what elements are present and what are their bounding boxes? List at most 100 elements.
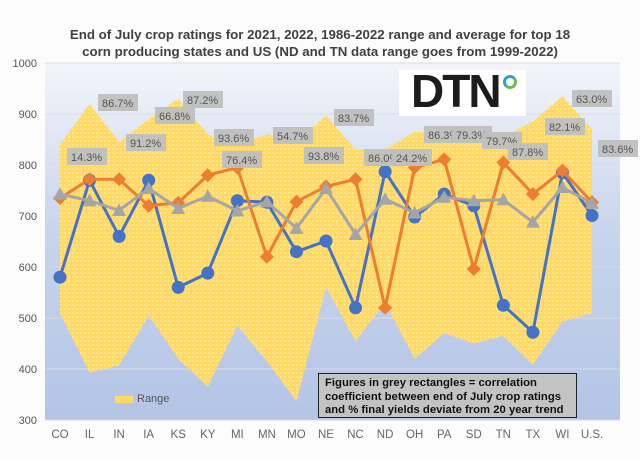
x-tick-label: PA	[437, 429, 452, 441]
dtn-logo-text: DTN	[411, 65, 502, 117]
data-point-circle	[496, 298, 510, 312]
data-point-circle	[171, 280, 185, 294]
correlation-label: 91.2%	[126, 134, 166, 151]
correlation-label: 93.8%	[304, 147, 344, 164]
x-tick-label: MO	[287, 429, 306, 441]
data-point-triangle	[230, 203, 245, 217]
correlation-label-text: 93.8%	[308, 151, 339, 163]
correlation-label: 87.8%	[508, 143, 548, 160]
x-tick-label: CO	[51, 429, 68, 441]
y-tick-label: 600	[19, 262, 37, 274]
legend: Range	[115, 393, 169, 405]
chart-title-line-1: End of July crop ratings for 2021, 2022,…	[69, 27, 571, 42]
correlation-label-box	[222, 151, 262, 168]
correlation-label-text: 93.6%	[218, 133, 249, 145]
data-point-triangle	[555, 180, 570, 194]
data-point-triangle	[319, 181, 333, 195]
correlation-label-box	[545, 118, 585, 135]
correlation-label-box	[392, 149, 432, 166]
data-point-triangle	[289, 221, 304, 234]
correlation-label-box	[273, 127, 313, 144]
data-point-diamond	[289, 194, 304, 209]
x-tick-label: SD	[466, 429, 482, 441]
correlation-label-box	[572, 90, 612, 107]
range-area	[60, 96, 592, 402]
correlation-label-box	[183, 91, 223, 108]
data-point-diamond	[259, 249, 274, 264]
legend-label-range: Range	[137, 393, 170, 405]
data-point-diamond	[496, 155, 511, 170]
x-tick-label: ND	[377, 429, 394, 441]
data-point-triangle	[378, 192, 393, 205]
correlation-label-text: 86.0%	[368, 153, 399, 165]
data-point-diamond	[82, 172, 97, 187]
y-axis: 300 400 500 600 700 800 900 1000	[13, 58, 37, 427]
correlation-label-box	[508, 143, 548, 160]
x-tick-label: TX	[526, 429, 541, 441]
y-tick-label: 300	[19, 415, 37, 427]
correlation-label-text: 83.6%	[602, 144, 633, 156]
series-grey	[53, 180, 599, 240]
data-point-diamond	[200, 168, 215, 183]
x-tick-label: MI	[231, 429, 244, 441]
x-tick-label: IA	[143, 429, 154, 441]
correlation-label-text: 24.2%	[396, 153, 427, 165]
correlation-label: 83.6%	[598, 140, 638, 157]
data-point-triangle	[112, 203, 127, 216]
x-tick-label: WI	[555, 429, 569, 441]
range-area-layer	[60, 96, 592, 402]
correlation-label-text: 91.2%	[130, 138, 161, 150]
data-point-triangle	[525, 215, 540, 228]
correlation-label: 82.1%	[545, 118, 585, 135]
x-tick-label: TN	[496, 429, 511, 441]
data-point-triangle	[496, 192, 511, 206]
y-tick-label: 400	[19, 364, 37, 376]
correlation-label-box	[214, 129, 254, 146]
x-tick-label: KY	[200, 429, 216, 441]
data-point-triangle	[200, 189, 215, 202]
correlation-label-box	[334, 109, 374, 126]
data-point-diamond	[141, 198, 156, 213]
data-point-circle	[526, 325, 540, 339]
correlation-label-box	[126, 134, 166, 151]
data-point-diamond	[378, 300, 393, 315]
data-point-circle	[142, 173, 156, 187]
data-point-triangle	[407, 205, 422, 219]
chart-title: End of July crop ratings for 2021, 2022,…	[0, 26, 640, 60]
data-point-triangle	[82, 193, 97, 207]
data-point-diamond	[466, 262, 481, 277]
data-point-triangle	[585, 196, 599, 209]
correlation-label-box	[155, 107, 195, 124]
x-tick-label: IL	[85, 429, 95, 441]
correlation-label: 86.7%	[98, 94, 138, 111]
correlation-label: 83.7%	[334, 109, 374, 126]
x-tick-label: KS	[171, 429, 187, 441]
x-tick-label: MN	[258, 429, 276, 441]
data-point-diamond	[555, 163, 570, 178]
data-point-triangle	[348, 227, 363, 240]
correlation-label-box	[598, 140, 638, 157]
correlation-label-text: 86.3%	[428, 130, 459, 142]
dtn-logo-ring-icon	[503, 75, 517, 89]
data-point-triangle	[466, 193, 481, 207]
correlation-label: 76.4%	[222, 151, 262, 168]
correlation-label-text: 87.2%	[187, 95, 218, 107]
correlation-labels-layer: 14.3% 86.7% 91.2% 66.8% 87.2% 93.6% 76.4% 54.7%…	[67, 90, 638, 168]
correlation-label: 66.8%	[155, 107, 195, 124]
correlation-label: 14.3%	[67, 148, 107, 165]
correlation-label: 63.0%	[572, 90, 612, 107]
correlation-label: 87.2%	[183, 91, 223, 108]
correlation-label-text: 79.3%	[456, 130, 487, 142]
correlation-label-box	[98, 94, 138, 111]
x-tick-label: NC	[347, 429, 364, 441]
annotation-line-2: coefficient between end of July crop rat…	[325, 390, 562, 403]
y-tick-label: 900	[19, 109, 37, 121]
data-point-circle	[201, 266, 215, 280]
data-point-diamond	[112, 172, 127, 187]
data-point-circle	[349, 301, 363, 315]
data-point-circle	[230, 194, 244, 208]
data-point-diamond	[437, 152, 452, 167]
annotation-line-1: Figures in grey rectangles = correlation	[325, 377, 537, 389]
annotation-box: Figures in grey rectangles = correlation…	[318, 373, 577, 418]
